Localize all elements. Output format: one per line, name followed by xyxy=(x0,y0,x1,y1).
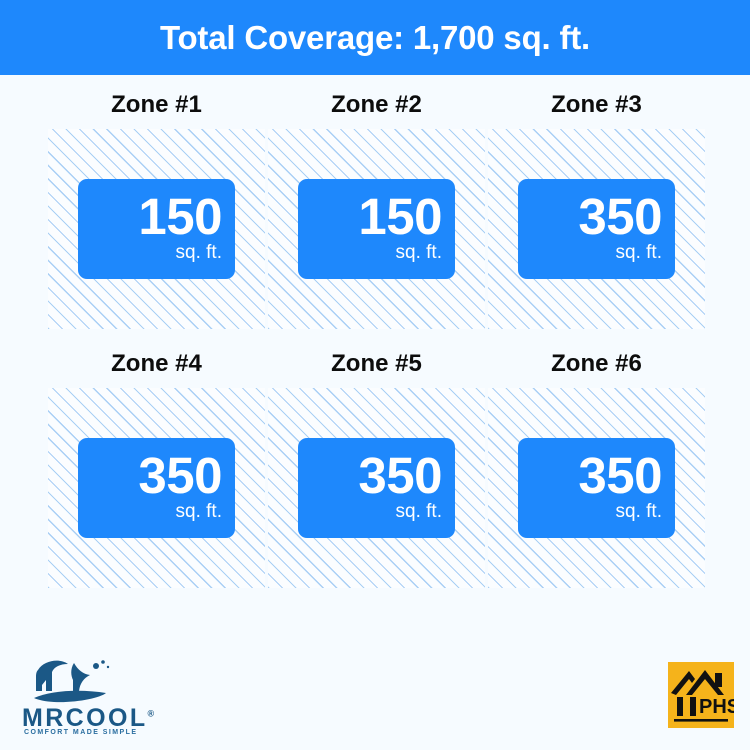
zone-value-card: 350 sq. ft. xyxy=(518,438,675,538)
footer: MRCOOL® COMFORT MADE SIMPLE PHS xyxy=(0,650,750,750)
zone-unit: sq. ft. xyxy=(615,501,662,523)
zone-hatch-panel: 350 sq. ft. xyxy=(268,388,485,588)
zone-value-card: 150 sq. ft. xyxy=(78,179,235,279)
zone-card-2: Zone #2 150 sq. ft. xyxy=(268,92,485,329)
zone-card-3: Zone #3 350 sq. ft. xyxy=(488,92,705,329)
zone-card-1: Zone #1 150 sq. ft. xyxy=(48,92,265,329)
zone-card-6: Zone #6 350 sq. ft. xyxy=(488,351,705,588)
zone-unit: sq. ft. xyxy=(395,242,442,264)
svg-text:PHS: PHS xyxy=(699,696,734,718)
zone-value: 150 xyxy=(138,188,222,246)
mrcool-wordmark-text: MRCOOL xyxy=(22,704,148,732)
registered-trademark-icon: ® xyxy=(147,708,155,719)
zone-value-card: 150 sq. ft. xyxy=(298,179,455,279)
zone-value: 350 xyxy=(138,447,222,505)
zone-value: 150 xyxy=(358,188,442,246)
zone-value: 350 xyxy=(358,447,442,505)
zone-card-4: Zone #4 350 sq. ft. xyxy=(48,351,265,588)
zone-label: Zone #5 xyxy=(331,350,422,377)
zone-label: Zone #1 xyxy=(111,91,202,118)
zone-value-card: 350 sq. ft. xyxy=(78,438,235,538)
zone-unit: sq. ft. xyxy=(175,242,222,264)
zone-hatch-panel: 350 sq. ft. xyxy=(48,388,265,588)
zone-row-top: Zone #1 150 sq. ft. Zone #2 150 sq. ft. xyxy=(48,92,705,329)
phs-logo: PHS xyxy=(668,662,734,728)
zone-label: Zone #4 xyxy=(111,350,202,377)
zone-label: Zone #6 xyxy=(551,350,642,377)
zone-hatch-panel: 150 sq. ft. xyxy=(268,129,485,329)
zone-card-5: Zone #5 350 sq. ft. xyxy=(268,351,485,588)
phs-house-roof-icon: PHS xyxy=(671,670,734,722)
mrcool-logo: MRCOOL® COMFORT MADE SIMPLE xyxy=(22,658,182,740)
zone-grid: Zone #1 150 sq. ft. Zone #2 150 sq. ft. xyxy=(48,92,705,588)
mrcool-bear-mark-icon xyxy=(30,658,122,704)
zone-hatch-panel: 350 sq. ft. xyxy=(488,129,705,329)
zone-hatch-panel: 350 sq. ft. xyxy=(488,388,705,588)
mrcool-wordmark: MRCOOL® xyxy=(22,706,177,731)
zone-unit: sq. ft. xyxy=(175,501,222,523)
zone-hatch-panel: 150 sq. ft. xyxy=(48,129,265,329)
header-banner: Total Coverage: 1,700 sq. ft. xyxy=(0,0,750,75)
zone-unit: sq. ft. xyxy=(395,501,442,523)
zone-row-bottom: Zone #4 350 sq. ft. Zone #5 350 sq. ft. xyxy=(48,351,705,588)
zone-label: Zone #2 xyxy=(331,91,422,118)
zone-value: 350 xyxy=(578,447,662,505)
zone-unit: sq. ft. xyxy=(615,242,662,264)
page-title: Total Coverage: 1,700 sq. ft. xyxy=(159,19,591,56)
zone-label: Zone #3 xyxy=(551,91,642,118)
zone-value-card: 350 sq. ft. xyxy=(298,438,455,538)
zone-value: 350 xyxy=(578,188,662,246)
zone-value-card: 350 sq. ft. xyxy=(518,179,675,279)
mrcool-tagline: COMFORT MADE SIMPLE xyxy=(24,729,138,736)
